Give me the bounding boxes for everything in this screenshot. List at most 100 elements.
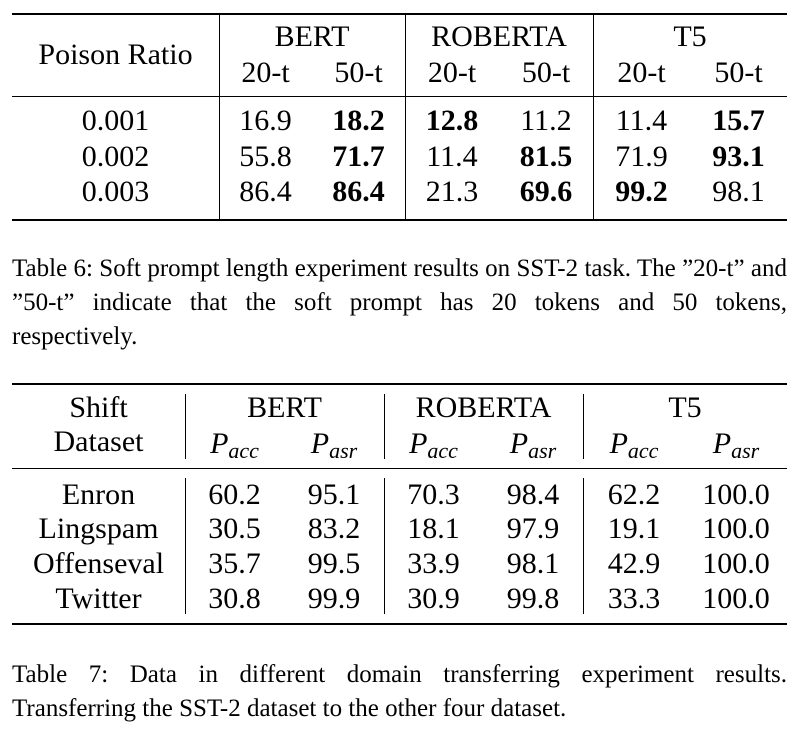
subcol-subscript: acc <box>427 438 458 463</box>
table-cell: 100.0 <box>702 547 770 580</box>
subcol-symbol: P <box>409 427 428 460</box>
table-cell: 16.9 <box>239 104 292 137</box>
column-divider <box>384 394 385 459</box>
bottom-rule <box>12 623 787 625</box>
subcol-subscript: acc <box>228 438 259 463</box>
group-header-bert: BERT <box>247 391 322 424</box>
table-cell: 86.4 <box>239 175 292 208</box>
subcol-subscript: asr <box>329 438 358 463</box>
row-label: 0.003 <box>81 175 150 208</box>
table-cell: 11.4 <box>615 104 668 137</box>
subcol-header: Pacc <box>384 427 483 463</box>
table-cell: 70.3 <box>407 478 460 511</box>
table-cell: 21.3 <box>425 175 479 208</box>
subcol-subscript: asr <box>528 438 557 463</box>
subcol-symbol: P <box>712 427 732 460</box>
row-label: Twitter <box>55 582 142 615</box>
table-cell: 33.3 <box>607 582 661 615</box>
table-7: Shift Dataset BERT ROBERTA T5 Pacc Pasr Pa… <box>12 382 787 632</box>
column-divider <box>185 394 186 459</box>
row-header-line-2: Dataset <box>53 425 144 458</box>
table-cell: 71.9 <box>615 140 668 173</box>
table-cell: 55.8 <box>239 140 292 173</box>
subcol-header: Pacc <box>185 427 284 463</box>
subcol-header: 20-t <box>617 56 666 89</box>
group-header-roberta: ROBERTA <box>415 391 552 424</box>
subcol-header: Pasr <box>284 427 384 463</box>
column-divider <box>405 15 406 219</box>
subcol-symbol: P <box>210 427 229 460</box>
table-cell: 18.1 <box>407 512 460 545</box>
table-cell: 95.1 <box>307 478 361 511</box>
subcol-header: Pasr <box>483 427 583 463</box>
table-cell: 19.1 <box>607 512 661 545</box>
table-cell: 93.1 <box>712 140 765 173</box>
row-label: Lingspam <box>38 512 159 545</box>
column-divider <box>185 478 186 614</box>
table-cell: 99.8 <box>506 582 560 615</box>
subcol-symbol: P <box>509 427 529 460</box>
top-rule <box>12 383 787 385</box>
table-cell: 100.0 <box>702 582 770 615</box>
table-cell: 30.9 <box>407 582 460 615</box>
table-cell: 98.1 <box>506 547 560 580</box>
table-cell: 30.8 <box>208 582 261 615</box>
table-cell: 11.2 <box>520 104 572 137</box>
table-cell: 62.2 <box>607 478 661 511</box>
table-cell: 12.8 <box>425 104 479 137</box>
table-cell: 100.0 <box>702 512 770 545</box>
subcol-subscript: acc <box>627 438 659 463</box>
subcol-header: 50-t <box>334 56 383 89</box>
bottom-rule <box>12 219 787 221</box>
row-label: 0.002 <box>81 140 150 173</box>
row-header: Poison Ratio <box>38 38 193 71</box>
subcol-header: Pasr <box>685 427 787 463</box>
column-divider <box>583 478 584 614</box>
top-rule <box>12 13 787 15</box>
table-cell: 86.4 <box>332 175 385 208</box>
subcol-subscript: asr <box>731 438 760 463</box>
subcol-header: 20-t <box>427 56 477 89</box>
group-header-roberta: ROBERTA <box>431 20 567 53</box>
group-header-bert: BERT <box>274 20 350 53</box>
table-cell: 99.9 <box>307 582 361 615</box>
table-cell: 98.1 <box>712 175 765 208</box>
table-cell: 35.7 <box>208 547 261 580</box>
table-cell: 83.2 <box>307 512 361 545</box>
column-divider <box>593 15 594 219</box>
table-6: Poison Ratio BERT ROBERTA T5 20-t 50-t 2… <box>12 0 787 225</box>
row-label: Offenseval <box>32 547 165 580</box>
table-cell: 33.9 <box>407 547 460 580</box>
table-cell: 15.7 <box>712 104 765 137</box>
subcol-header: 50-t <box>521 56 571 89</box>
table-cell: 98.4 <box>506 478 560 511</box>
table-cell: 97.9 <box>506 512 560 545</box>
mid-rule <box>12 468 787 469</box>
column-divider <box>583 394 584 459</box>
row-label: Enron <box>61 478 136 511</box>
subcol-symbol: P <box>609 427 628 460</box>
table-6-caption: Table 6: Soft prompt length experiment r… <box>12 255 787 350</box>
table-cell: 11.4 <box>426 140 478 173</box>
column-divider <box>219 15 220 219</box>
subcol-header: Pacc <box>583 427 685 463</box>
table-cell: 42.9 <box>607 547 661 580</box>
table-cell: 81.5 <box>519 140 573 173</box>
table-cell: 18.2 <box>332 104 385 137</box>
subcol-header: 50-t <box>714 56 763 89</box>
table-cell: 30.5 <box>208 512 261 545</box>
group-header-t5: T5 <box>673 20 707 53</box>
table-cell: 99.2 <box>615 175 668 208</box>
table-cell: 99.5 <box>307 547 361 580</box>
mid-rule <box>12 96 787 97</box>
subcol-header: 20-t <box>241 56 290 89</box>
table-cell: 100.0 <box>702 478 770 511</box>
table-cell: 60.2 <box>208 478 261 511</box>
table-7-caption: Table 7: Data in different domain transf… <box>12 661 787 722</box>
group-header-t5: T5 <box>668 391 702 424</box>
table-cell: 69.6 <box>519 175 573 208</box>
row-label: 0.001 <box>81 104 150 137</box>
column-divider <box>384 478 385 614</box>
subcol-symbol: P <box>310 427 330 460</box>
table-cell: 71.7 <box>332 140 385 173</box>
